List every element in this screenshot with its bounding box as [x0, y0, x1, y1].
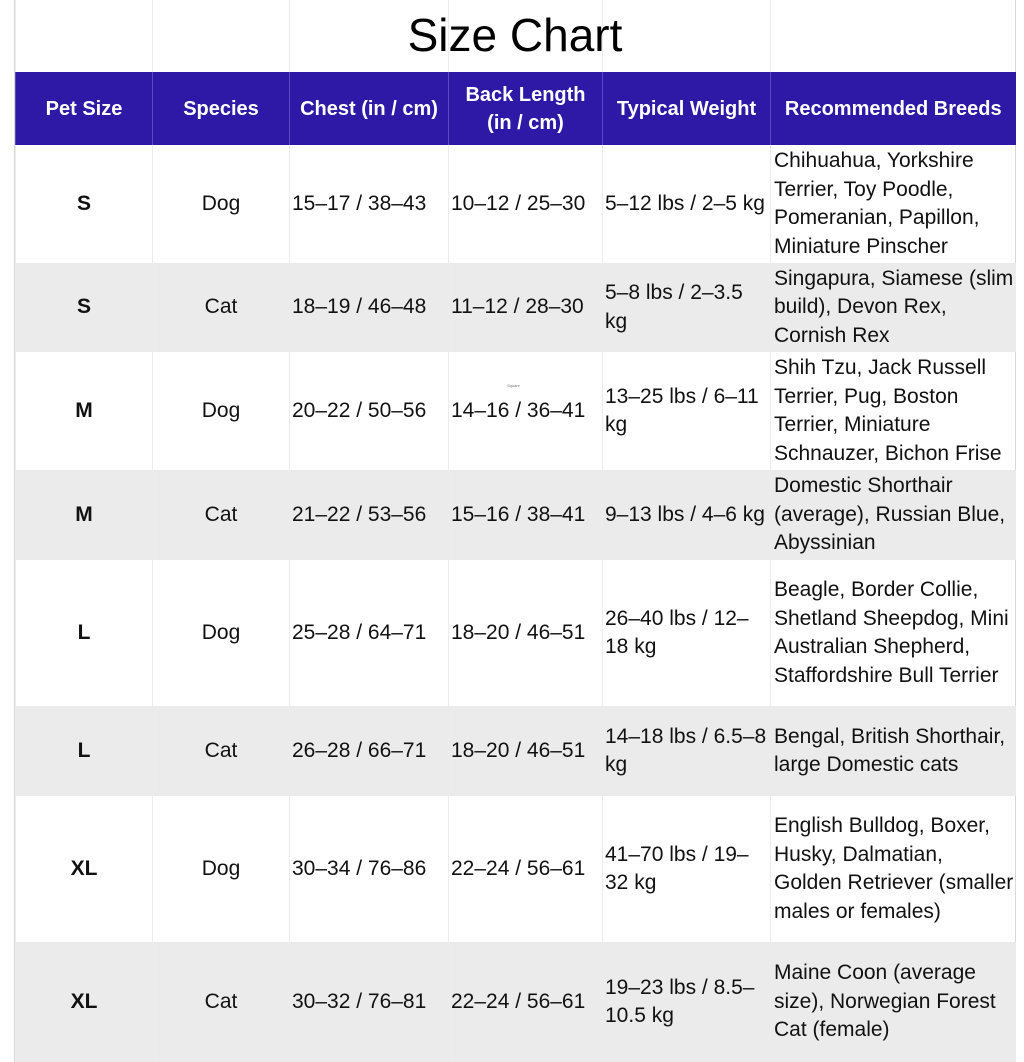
species-cell: Dog [152, 560, 290, 706]
pet-size-cell: S [15, 145, 153, 263]
breeds-cell: Chihuahua, Yorkshire Terrier, Toy Poodle… [770, 145, 1016, 263]
weight-cell: 19–23 lbs / 8.5–10.5 kg [602, 942, 771, 1062]
back-length-cell: 11–12 / 28–30 [448, 263, 603, 352]
pet-size-cell: M [15, 470, 153, 560]
breeds-cell: Maine Coon (average size), Norwegian For… [770, 942, 1016, 1062]
watermark-text: Square [507, 383, 520, 388]
pet-size-cell: L [15, 560, 153, 706]
chest-cell: 30–32 / 76–81 [289, 942, 449, 1062]
page-title: Size Chart [407, 9, 623, 61]
chest-cell: 21–22 / 53–56 [289, 470, 449, 560]
weight-cell: 5–8 lbs / 2–3.5 kg [602, 263, 771, 352]
back-length-cell: 18–20 / 46–51 [448, 706, 603, 796]
chest-cell: 25–28 / 64–71 [289, 560, 449, 706]
back-length-cell: 22–24 / 56–61 [448, 796, 603, 942]
back-length-cell: 10–12 / 25–30 [448, 145, 603, 263]
column-header: Species [152, 72, 290, 145]
pet-size-cell: L [15, 706, 153, 796]
chest-cell: 30–34 / 76–86 [289, 796, 449, 942]
breeds-cell: Shih Tzu, Jack Russell Terrier, Pug, Bos… [770, 352, 1016, 470]
pet-size-cell: S [15, 263, 153, 352]
pet-size-cell: XL [15, 942, 153, 1062]
species-cell: Cat [152, 706, 290, 796]
weight-cell: 13–25 lbs / 6–11 kg [602, 352, 771, 470]
breeds-cell: Bengal, British Shorthair, large Domesti… [770, 706, 1016, 796]
size-chart: Size Chart Pet Size Species Chest (in / … [14, 0, 1016, 1062]
column-header: Typical Weight [602, 72, 771, 145]
weight-cell: 14–18 lbs / 6.5–8 kg [602, 706, 771, 796]
breeds-cell: English Bulldog, Boxer, Husky, Dalmatian… [770, 796, 1016, 942]
table-row: XL Dog 30–34 / 76–86 22–24 / 56–61 41–70 lbs… [15, 796, 1016, 942]
weight-cell: 41–70 lbs / 19–32 kg [602, 796, 771, 942]
column-header: Pet Size [15, 72, 153, 145]
back-length-cell: 15–16 / 38–41 [448, 470, 603, 560]
species-cell: Dog [152, 145, 290, 263]
species-cell: Cat [152, 942, 290, 1062]
back-length-cell: 22–24 / 56–61 [448, 942, 603, 1062]
chest-cell: 26–28 / 66–71 [289, 706, 449, 796]
weight-cell: 9–13 lbs / 4–6 kg [602, 470, 771, 560]
size-table: Pet Size Species Chest (in / cm) Back Le… [15, 0, 1016, 1062]
weight-cell: 5–12 lbs / 2–5 kg [602, 145, 771, 263]
column-header: Back Length (in / cm) [448, 72, 603, 145]
table-row: S Cat 18–19 / 46–48 11–12 / 28–30 5–8 lbs / … [15, 263, 1016, 352]
back-length-cell: 18–20 / 46–51 [448, 560, 603, 706]
species-cell: Cat [152, 263, 290, 352]
weight-cell: 26–40 lbs / 12–18 kg [602, 560, 771, 706]
table-row: M Cat 21–22 / 53–56 15–16 / 38–41 9–13 lbs /… [15, 470, 1016, 560]
chest-cell: 20–22 / 50–56 [289, 352, 449, 470]
table-row: XL Cat 30–32 / 76–81 22–24 / 56–61 19–23 lbs… [15, 942, 1016, 1062]
table-row: M Dog 20–22 / 50–56 14–16 / 36–41 13–25 lbs … [15, 352, 1016, 470]
chest-cell: 15–17 / 38–43 [289, 145, 449, 263]
chest-cell: 18–19 / 46–48 [289, 263, 449, 352]
breeds-cell: Domestic Shorthair (average), Russian Bl… [770, 470, 1016, 560]
pet-size-cell: M [15, 352, 153, 470]
species-cell: Cat [152, 470, 290, 560]
species-cell: Dog [152, 352, 290, 470]
pet-size-cell: XL [15, 796, 153, 942]
table-row: S Dog 15–17 / 38–43 10–12 / 25–30 5–12 lbs /… [15, 145, 1016, 263]
table-row: L Cat 26–28 / 66–71 18–20 / 46–51 14–18 lbs … [15, 706, 1016, 796]
breeds-cell: Beagle, Border Collie, Shetland Sheepdog… [770, 560, 1016, 706]
breeds-cell: Singapura, Siamese (slim build), Devon R… [770, 263, 1016, 352]
column-header: Chest (in / cm) [289, 72, 449, 145]
species-cell: Dog [152, 796, 290, 942]
table-header: Pet Size Species Chest (in / cm) Back Le… [15, 72, 1016, 145]
table-row: L Dog 25–28 / 64–71 18–20 / 46–51 26–40 lbs … [15, 560, 1016, 706]
back-length-cell: 14–16 / 36–41 [448, 352, 603, 470]
column-header: Recommended Breeds [770, 72, 1016, 145]
